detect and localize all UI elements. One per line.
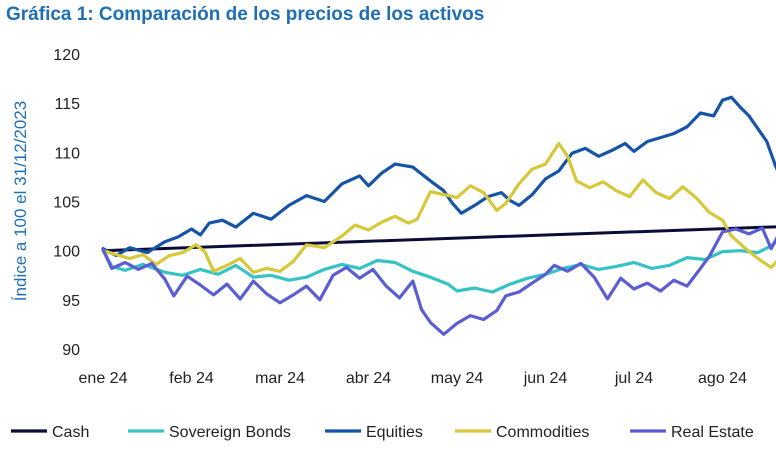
- x-tick-label: may 24: [431, 370, 484, 387]
- legend-label: Commodities: [496, 424, 589, 441]
- legend-label: Real Estate: [671, 424, 754, 441]
- x-tick-label: ago 24: [698, 370, 747, 387]
- y-axis-label-group: Índice a 100 el 31/12/2023: [11, 101, 30, 301]
- x-tick-label: jun 24: [523, 370, 568, 387]
- chart-title: Gráfica 1: Comparación de los precios de…: [6, 4, 485, 25]
- series-lines: [101, 95, 776, 336]
- x-tick-label: jul 24: [614, 370, 653, 387]
- y-tick-label: 110: [54, 145, 80, 162]
- y-tick-label: 95: [62, 293, 80, 310]
- x-tick-label: feb 24: [169, 370, 214, 387]
- y-tick-label: 105: [53, 195, 80, 212]
- legend-label: Equities: [366, 424, 423, 441]
- y-tick-label: 120: [53, 47, 80, 64]
- y-ticks: 90 95 100 105 110 115 120: [53, 47, 80, 359]
- y-axis-label: Índice a 100 el 31/12/2023: [11, 101, 30, 301]
- x-ticks: ene 24 feb 24 mar 24 abr 24 may 24 jun 24 jul …: [79, 370, 748, 387]
- y-tick-label: 90: [62, 342, 80, 359]
- series-line-commodities: [101, 141, 776, 274]
- x-tick-label: abr 24: [346, 370, 391, 387]
- x-tick-label: ene 24: [79, 370, 128, 387]
- series-line-cash: [101, 225, 776, 253]
- legend: Cash Sovereign Bonds Equities Commodities Re…: [11, 424, 754, 441]
- x-tick-label: mar 24: [255, 370, 305, 387]
- legend-label: Cash: [52, 424, 89, 441]
- series-line-real-estate: [101, 226, 776, 336]
- legend-label: Sovereign Bonds: [169, 424, 291, 441]
- y-tick-label: 115: [54, 96, 80, 113]
- series-line-equities: [101, 95, 776, 258]
- series-line-sovereign-bonds: [101, 239, 776, 294]
- y-tick-label: 100: [53, 244, 80, 261]
